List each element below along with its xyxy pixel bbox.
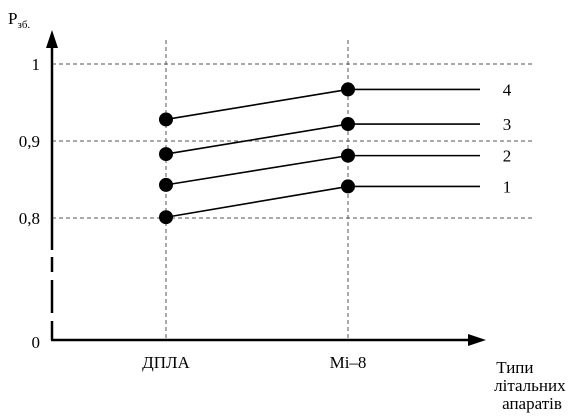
series-line-2 xyxy=(165,154,349,186)
data-point-1-0 xyxy=(159,210,173,225)
x-axis-title-line-3: апаратів xyxy=(502,394,562,413)
data-point-3-0 xyxy=(159,147,173,162)
x-tick-label: Мі–8 xyxy=(330,353,367,372)
data-point-4-0 xyxy=(159,112,173,127)
tick-labels: 0 0,8 0,9 1 ДПЛА Мі–8 xyxy=(19,55,367,372)
series: 1 2 3 4 xyxy=(159,80,512,225)
series-label-3: 3 xyxy=(503,115,512,134)
series-line-3 xyxy=(165,123,349,155)
data-point-3-1 xyxy=(341,117,355,132)
series-label-2: 2 xyxy=(503,147,512,166)
data-point-2-0 xyxy=(159,177,173,192)
x-axis-arrow xyxy=(468,334,486,346)
data-point-2-1 xyxy=(341,148,355,163)
series-label-1: 1 xyxy=(503,177,512,196)
x-tick-label: ДПЛА xyxy=(142,353,190,372)
y-tick-label: 0,8 xyxy=(19,209,40,228)
x-axis-title-line-2: літальних xyxy=(494,376,566,395)
x-axis-title: Типи літальних апаратів xyxy=(494,358,570,413)
series-label-4: 4 xyxy=(503,80,512,99)
data-point-1-1 xyxy=(341,179,355,194)
grid-lines xyxy=(52,40,532,340)
series-line-1 xyxy=(165,185,349,219)
y-axis-arrow xyxy=(46,30,58,48)
y-tick-label: 0 xyxy=(32,333,41,352)
data-point-4-1 xyxy=(341,82,355,97)
series-line-4 xyxy=(165,88,349,121)
x-axis-title-line-1: Типи xyxy=(496,358,533,377)
y-axis-title: Pзб. xyxy=(8,9,30,31)
y-tick-label: 0,9 xyxy=(19,132,40,151)
y-tick-label: 1 xyxy=(32,55,41,74)
